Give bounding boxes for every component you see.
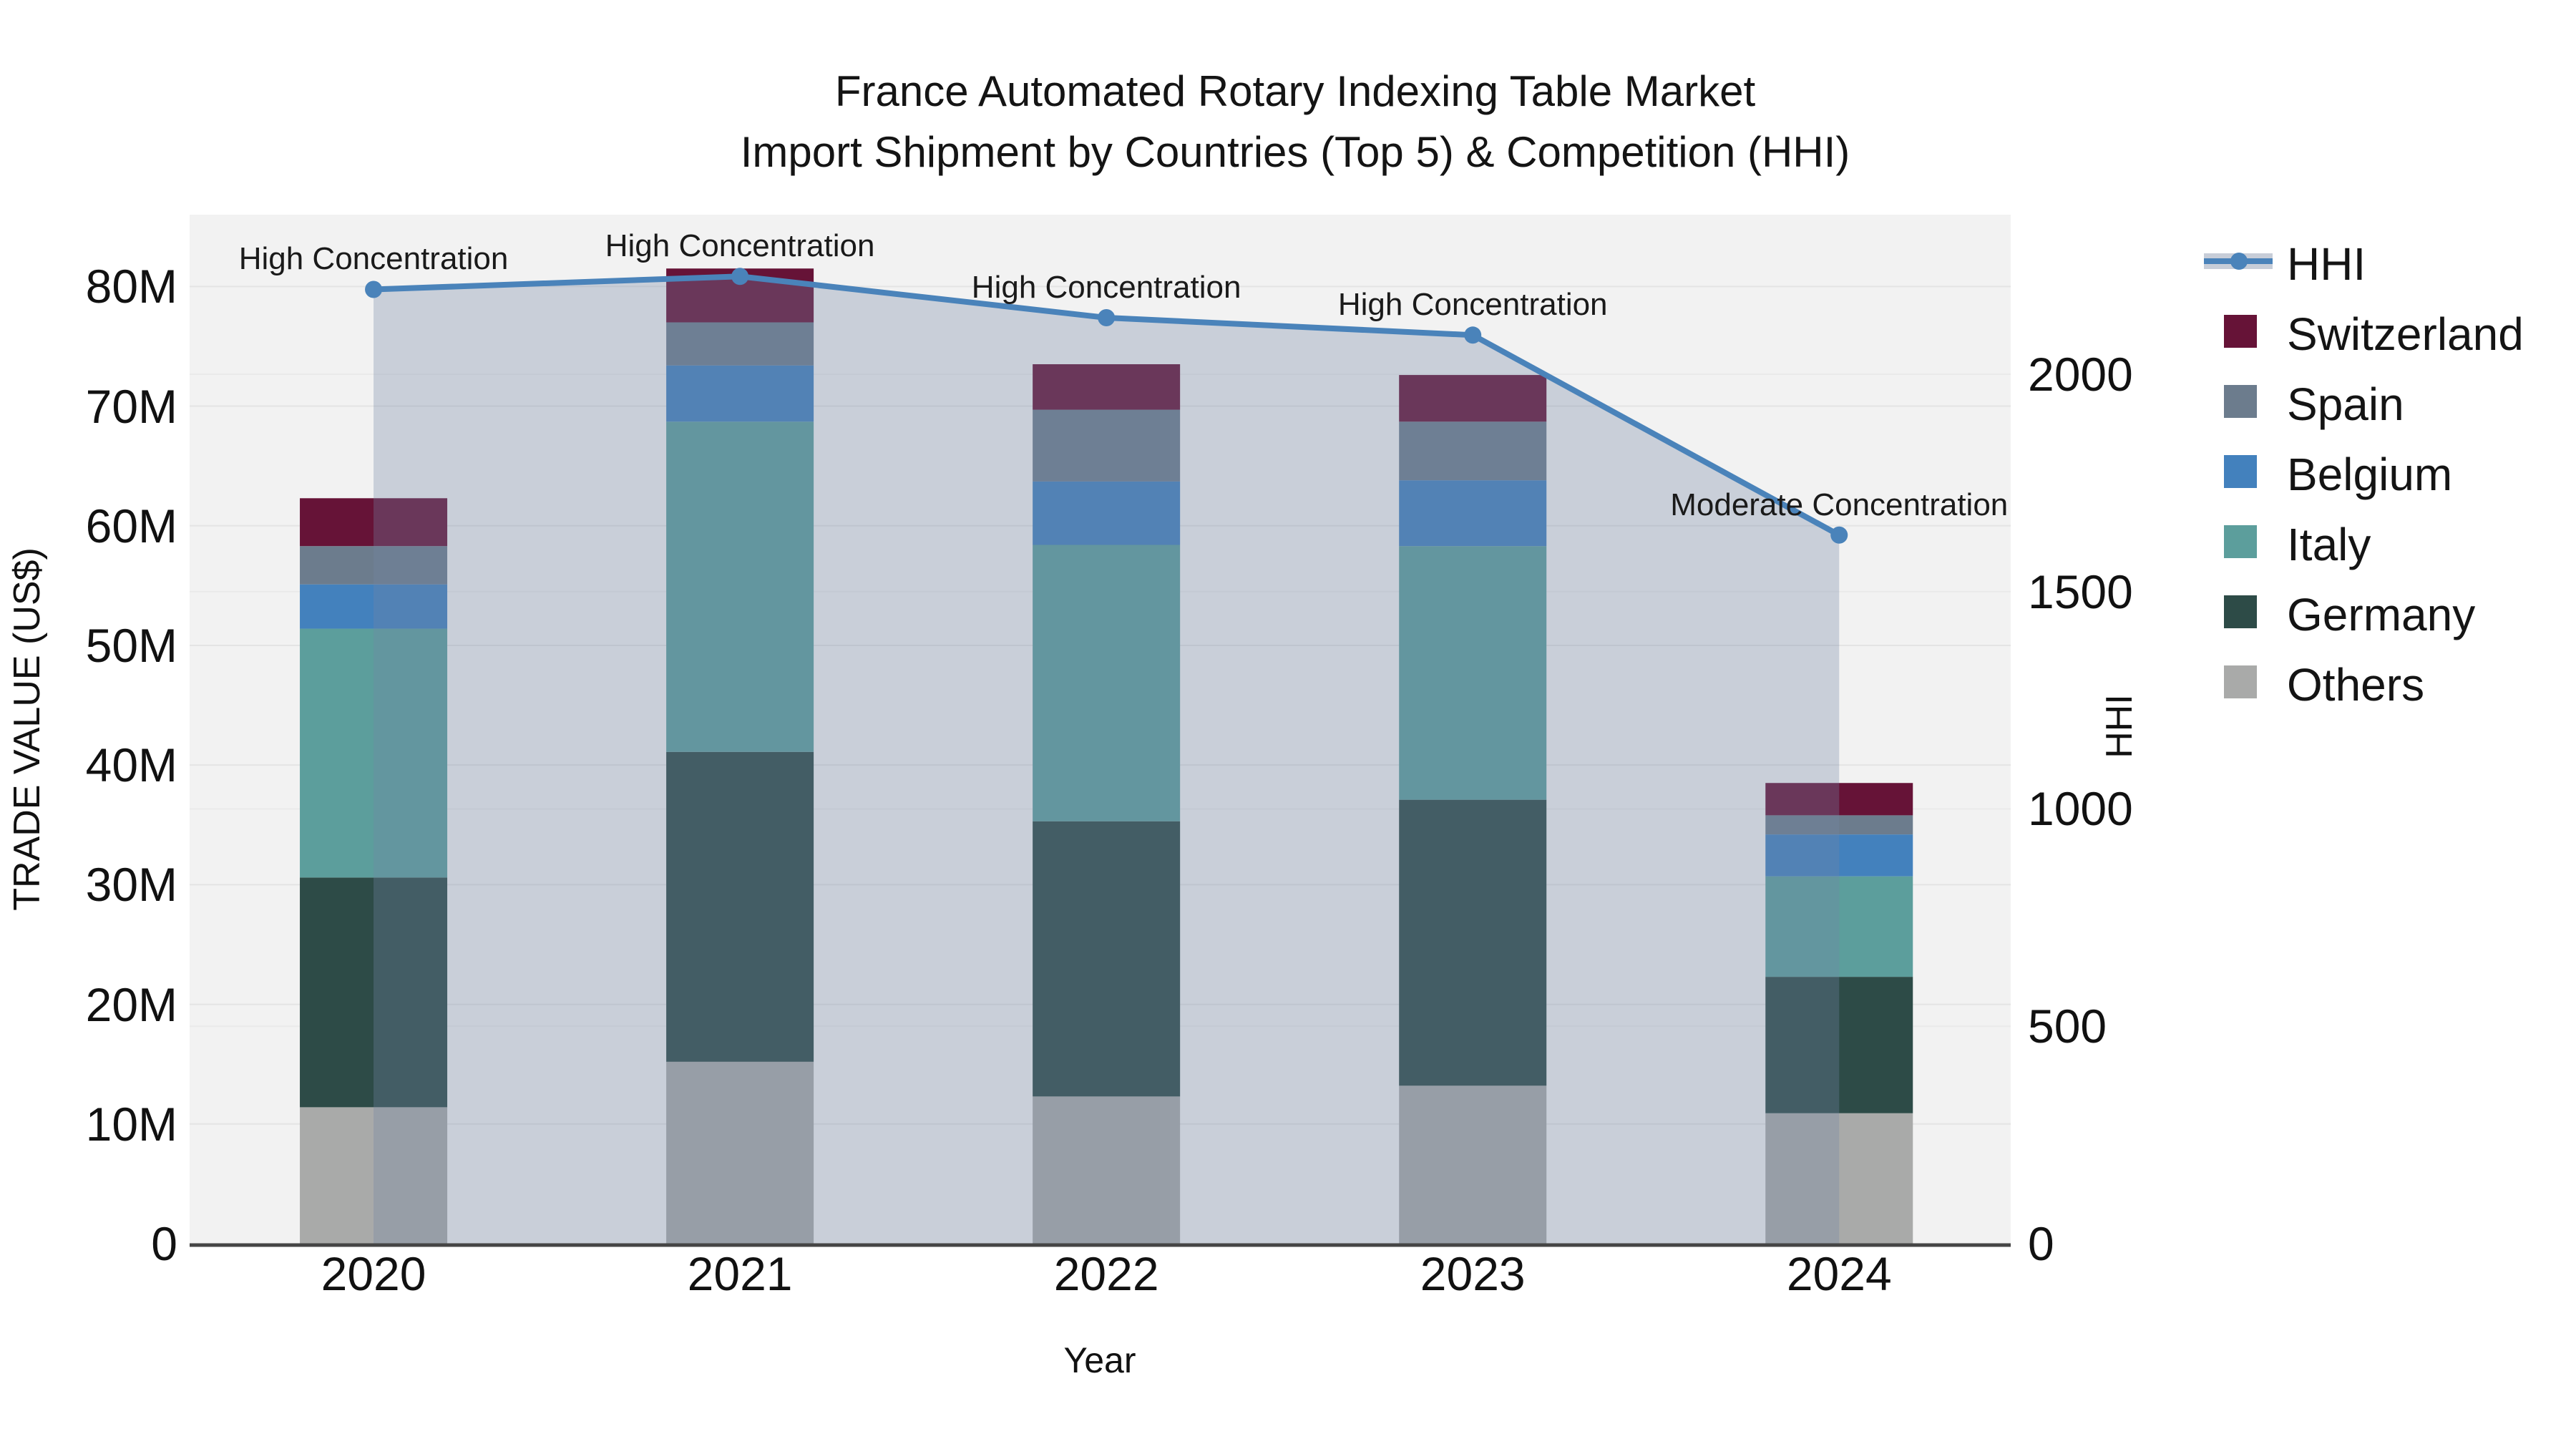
- bar-segment-spain-2021[interactable]: [666, 322, 814, 366]
- bar-segment-spain-2023[interactable]: [1399, 421, 1547, 481]
- annotation-2022: High Concentration: [971, 269, 1241, 305]
- bar-segment-others-2021[interactable]: [666, 1061, 814, 1244]
- bar-segment-germany-2023[interactable]: [1399, 799, 1547, 1086]
- y-left-tick-50M: 50M: [85, 618, 177, 672]
- hhi-marker-2022[interactable]: [1098, 308, 1116, 326]
- x-tick-2021: 2021: [687, 1247, 793, 1300]
- bar-segment-spain-2024[interactable]: [1765, 815, 1913, 835]
- x-tick-2020: 2020: [321, 1247, 426, 1300]
- legend-label-italy: Italy: [2287, 519, 2371, 570]
- bar-segment-belgium-2021[interactable]: [666, 365, 814, 422]
- y-left-tick-70M: 70M: [85, 379, 177, 433]
- y-right-axis-title: HHI: [2099, 694, 2140, 758]
- y-left-tick-10M: 10M: [85, 1097, 177, 1151]
- bar-segment-others-2022[interactable]: [1033, 1096, 1181, 1244]
- x-tick-2022: 2022: [1053, 1247, 1159, 1300]
- switzerland-color-swatch: [2224, 315, 2257, 348]
- y-left-axis-title: TRADE VALUE (US$): [6, 547, 48, 911]
- hhi-marker-icon: [2230, 253, 2248, 270]
- bar-segment-germany-2021[interactable]: [666, 751, 814, 1062]
- hhi-marker-2023[interactable]: [1464, 326, 1482, 344]
- bar-segment-spain-2022[interactable]: [1033, 409, 1181, 482]
- legend-label-belgium: Belgium: [2287, 449, 2453, 500]
- annotation-2021: High Concentration: [605, 228, 875, 264]
- annotation-2020: High Concentration: [238, 241, 509, 277]
- hhi-marker-2021[interactable]: [731, 268, 749, 286]
- bar-segment-belgium-2020[interactable]: [300, 584, 448, 629]
- bar-segment-italy-2023[interactable]: [1399, 546, 1547, 800]
- annotation-2024: Moderate Concentration: [1670, 487, 2009, 522]
- bar-segment-others-2024[interactable]: [1765, 1113, 1913, 1244]
- bar-segment-belgium-2024[interactable]: [1765, 834, 1913, 877]
- legend-label-switzerland: Switzerland: [2287, 308, 2524, 360]
- germany-color-swatch: [2224, 595, 2257, 628]
- y-right-tick-1500: 1500: [2028, 565, 2133, 618]
- bar-segment-switzerland-2020[interactable]: [300, 498, 448, 547]
- bar-segment-switzerland-2023[interactable]: [1399, 375, 1547, 422]
- y-left-tick-0: 0: [151, 1217, 177, 1270]
- bar-segment-italy-2020[interactable]: [300, 628, 448, 878]
- bar-segment-switzerland-2024[interactable]: [1765, 783, 1913, 816]
- y-right-tick-0: 0: [2028, 1217, 2054, 1270]
- bar-segment-italy-2024[interactable]: [1765, 876, 1913, 977]
- italy-color-swatch: [2224, 525, 2257, 558]
- y-left-tick-80M: 80M: [85, 260, 177, 313]
- bar-segment-others-2023[interactable]: [1399, 1085, 1547, 1244]
- hhi-marker-2024[interactable]: [1830, 526, 1848, 544]
- y-left-tick-30M: 30M: [85, 858, 177, 912]
- hhi-marker-2020[interactable]: [365, 280, 383, 298]
- legend-label-hhi: HHI: [2287, 238, 2366, 290]
- bar-segment-germany-2020[interactable]: [300, 877, 448, 1108]
- y-left-tick-40M: 40M: [85, 738, 177, 792]
- annotation-2023: High Concentration: [1337, 287, 1608, 323]
- legend-label-others: Others: [2287, 659, 2425, 711]
- bar-segment-italy-2021[interactable]: [666, 421, 814, 752]
- belgium-color-swatch: [2224, 455, 2257, 488]
- bar-segment-others-2020[interactable]: [300, 1107, 448, 1244]
- x-tick-2024: 2024: [1786, 1247, 1892, 1300]
- bar-segment-switzerland-2022[interactable]: [1033, 364, 1181, 410]
- y-right-tick-1000: 1000: [2028, 782, 2133, 836]
- chart-title-line1: France Automated Rotary Indexing Table M…: [834, 67, 1756, 115]
- bar-segment-belgium-2022[interactable]: [1033, 481, 1181, 545]
- bar-segment-italy-2022[interactable]: [1033, 545, 1181, 821]
- chart-title-line2: Import Shipment by Countries (Top 5) & C…: [740, 128, 1850, 176]
- y-right-tick-500: 500: [2028, 1000, 2107, 1053]
- bar-segment-spain-2020[interactable]: [300, 546, 448, 585]
- legend-label-spain: Spain: [2287, 379, 2404, 430]
- x-tick-2023: 2023: [1420, 1247, 1526, 1300]
- y-right-tick-2000: 2000: [2028, 347, 2133, 401]
- y-left-tick-60M: 60M: [85, 499, 177, 552]
- x-axis-title: Year: [1063, 1340, 1136, 1380]
- bar-segment-germany-2022[interactable]: [1033, 821, 1181, 1097]
- bar-segment-germany-2024[interactable]: [1765, 977, 1913, 1113]
- y-left-tick-20M: 20M: [85, 977, 177, 1031]
- others-color-swatch: [2224, 665, 2257, 698]
- hhi-area-fill: [374, 276, 1840, 1244]
- legend-label-germany: Germany: [2287, 589, 2476, 640]
- chart-title: France Automated Rotary Indexing Table M…: [741, 61, 1850, 182]
- spain-color-swatch: [2224, 385, 2257, 418]
- bar-segment-belgium-2023[interactable]: [1399, 480, 1547, 547]
